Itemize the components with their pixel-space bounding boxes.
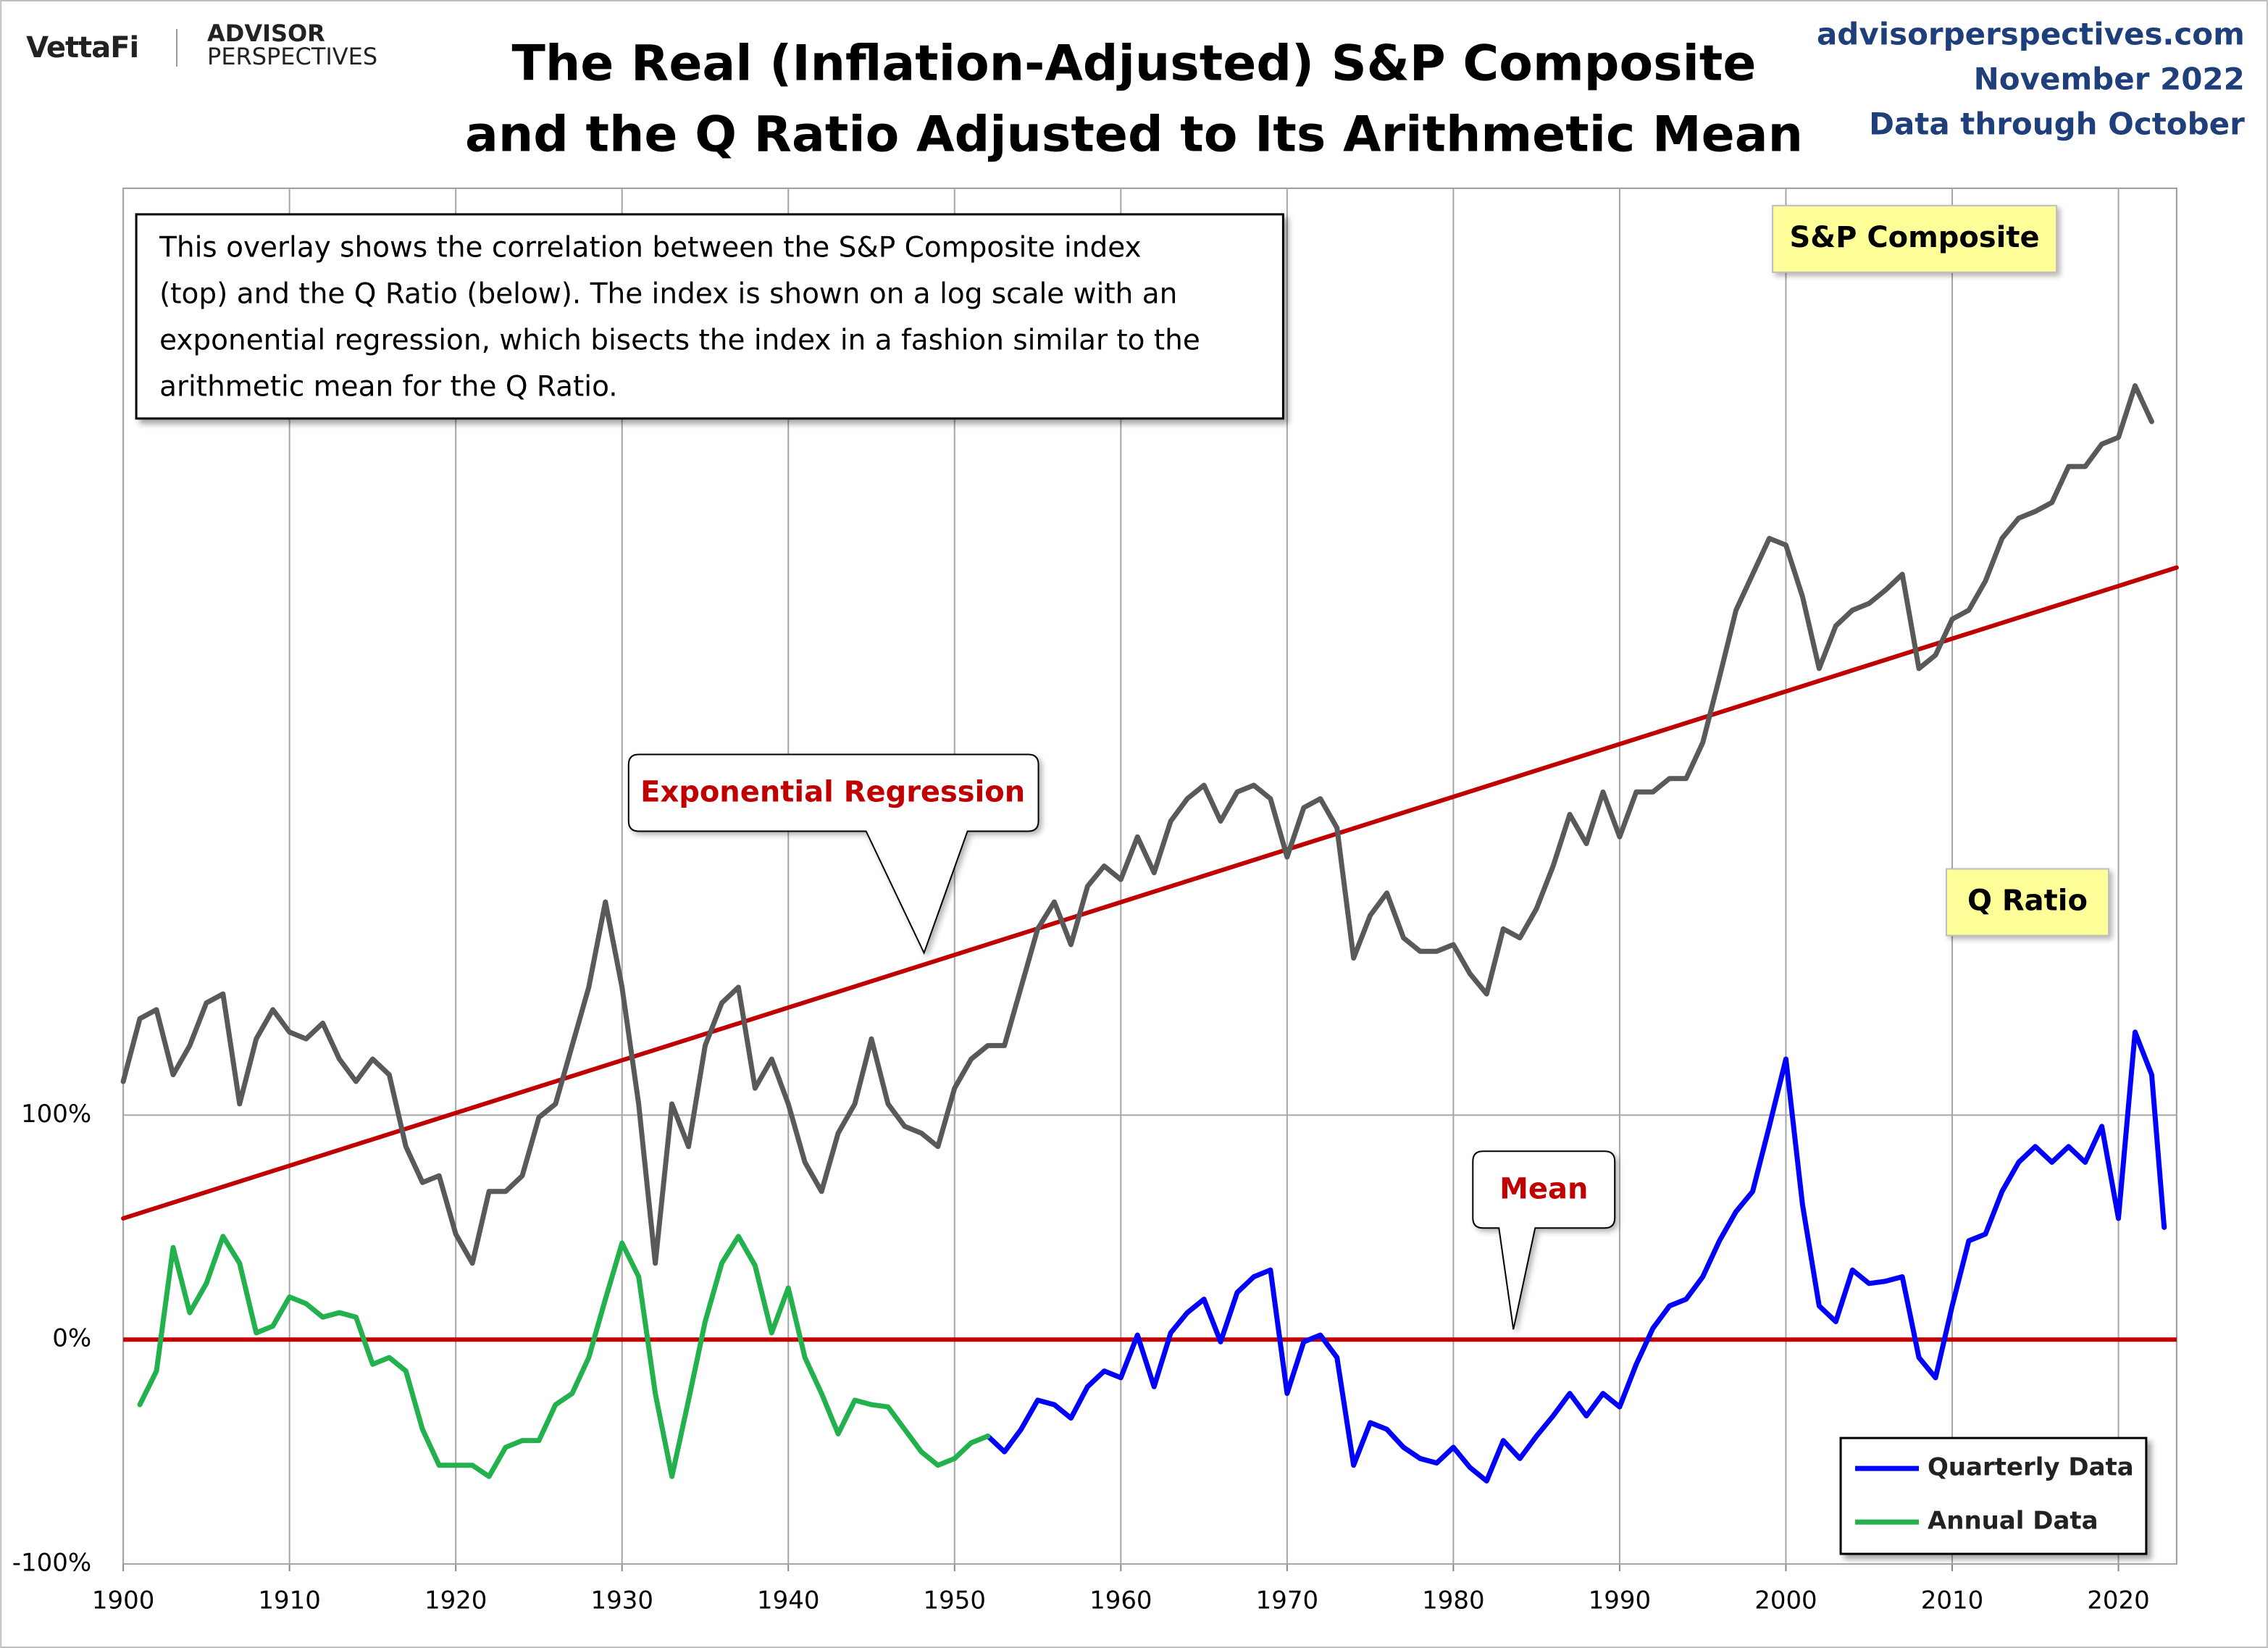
brand-top: ADVISOR bbox=[207, 20, 325, 47]
x-tick-label: 2020 bbox=[2087, 1586, 2149, 1615]
x-tick-label: 1930 bbox=[590, 1586, 653, 1615]
sp-label: S&P Composite bbox=[1789, 221, 2039, 254]
q-ratio-line bbox=[137, 1234, 991, 1479]
legend: Quarterly Data Annual Data bbox=[1839, 1436, 2148, 1555]
sp-composite-line bbox=[120, 383, 2154, 1266]
x-tick-label: 2010 bbox=[1921, 1586, 1983, 1615]
description-line: (top) and the Q Ratio (below). The index… bbox=[159, 277, 1177, 310]
x-tick-label: 1920 bbox=[424, 1586, 487, 1615]
x-tick-label: 1940 bbox=[757, 1586, 819, 1615]
date: November 2022 bbox=[1974, 61, 2245, 96]
description-line: This overlay shows the correlation betwe… bbox=[159, 231, 1142, 264]
q-label: Q Ratio bbox=[1967, 884, 2088, 917]
q-tag: Q Ratio bbox=[1946, 868, 2109, 937]
x-tick-label: 1950 bbox=[924, 1586, 986, 1615]
site: advisorperspectives.com bbox=[1817, 16, 2245, 51]
description-line: exponential regression, which bisects th… bbox=[159, 324, 1200, 356]
x-tick-label: 1960 bbox=[1089, 1586, 1152, 1615]
logo: VettaFi bbox=[26, 31, 138, 64]
chart-title: and the Q Ratio Adjusted to Its Arithmet… bbox=[465, 106, 1803, 163]
lines bbox=[120, 383, 2179, 1484]
regression-line bbox=[121, 565, 2179, 1221]
regression-callout: Exponential Regression bbox=[627, 753, 1039, 955]
regression-label: Exponential Regression bbox=[640, 776, 1025, 809]
x-tick-label: 1910 bbox=[258, 1586, 320, 1615]
description-box: This overlay shows the correlation betwe… bbox=[135, 213, 1284, 420]
data-through: Data through October bbox=[1869, 106, 2245, 141]
legend-label: Annual Data bbox=[1928, 1507, 2098, 1536]
x-tick-label: 1970 bbox=[1256, 1586, 1318, 1615]
x-tick-label: 1990 bbox=[1589, 1586, 1651, 1615]
x-tick-label: 1980 bbox=[1422, 1586, 1484, 1615]
y-tick-label: 100% bbox=[21, 1100, 91, 1129]
y-tick-label: 0% bbox=[52, 1324, 91, 1353]
mean-label: Mean bbox=[1499, 1172, 1588, 1205]
y-tick-label: -100% bbox=[12, 1549, 91, 1578]
x-tick-label: 2000 bbox=[1754, 1586, 1817, 1615]
x-tick-label: 1900 bbox=[92, 1586, 154, 1615]
grid: 1900 1910 1920 1930 1940 1950 1960 1970 1980 1990… bbox=[12, 188, 2177, 1615]
chart-title: The Real (Inflation-Adjusted) S&P Compos… bbox=[511, 35, 1756, 93]
q-ratio-line bbox=[985, 1029, 2167, 1484]
sp-tag: S&P Composite bbox=[1772, 204, 2057, 273]
brand-bottom: PERSPECTIVES bbox=[207, 43, 377, 70]
mean-callout: Mean bbox=[1472, 1150, 1616, 1330]
legend-label: Quarterly Data bbox=[1928, 1453, 2134, 1482]
description-line: arithmetic mean for the Q Ratio. bbox=[159, 370, 618, 403]
